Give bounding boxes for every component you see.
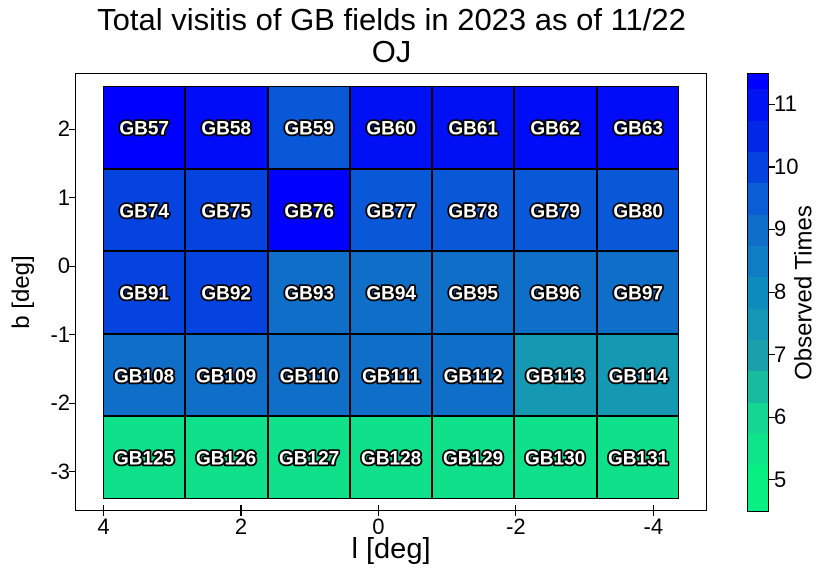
svg-text:GB112: GB112 (444, 367, 503, 388)
svg-text:GB130: GB130 (525, 449, 585, 470)
svg-text:GB125: GB125 (114, 449, 175, 470)
svg-text:GB79: GB79 (531, 201, 581, 222)
svg-text:GB63: GB63 (613, 119, 663, 140)
svg-text:GB128: GB128 (361, 449, 421, 470)
svg-text:GB91: GB91 (119, 284, 169, 305)
svg-text:GB60: GB60 (366, 119, 416, 140)
svg-text:GB61: GB61 (448, 119, 498, 140)
svg-text:GB92: GB92 (202, 284, 252, 305)
svg-text:GB97: GB97 (613, 284, 663, 305)
svg-text:GB62: GB62 (531, 119, 581, 140)
svg-text:GB96: GB96 (531, 284, 581, 305)
svg-text:GB109: GB109 (196, 367, 256, 388)
svg-text:GB57: GB57 (119, 119, 169, 140)
svg-text:GB113: GB113 (526, 367, 585, 388)
svg-text:GB129: GB129 (443, 449, 503, 470)
svg-text:GB80: GB80 (613, 201, 663, 222)
svg-text:GB95: GB95 (448, 284, 498, 305)
svg-text:GB114: GB114 (608, 367, 668, 388)
svg-text:GB126: GB126 (196, 449, 256, 470)
svg-text:GB110: GB110 (279, 367, 338, 388)
svg-text:GB93: GB93 (284, 284, 334, 305)
svg-text:GB131: GB131 (608, 449, 669, 470)
svg-text:GB76: GB76 (284, 201, 334, 222)
svg-text:GB127: GB127 (279, 449, 339, 470)
svg-text:GB108: GB108 (114, 367, 174, 388)
svg-text:GB75: GB75 (202, 201, 252, 222)
svg-text:GB78: GB78 (448, 201, 498, 222)
svg-text:GB74: GB74 (119, 201, 169, 222)
svg-text:GB111: GB111 (362, 367, 421, 388)
svg-text:GB59: GB59 (284, 119, 334, 140)
svg-text:GB58: GB58 (202, 119, 252, 140)
svg-text:GB94: GB94 (366, 284, 416, 305)
svg-text:GB77: GB77 (366, 201, 416, 222)
